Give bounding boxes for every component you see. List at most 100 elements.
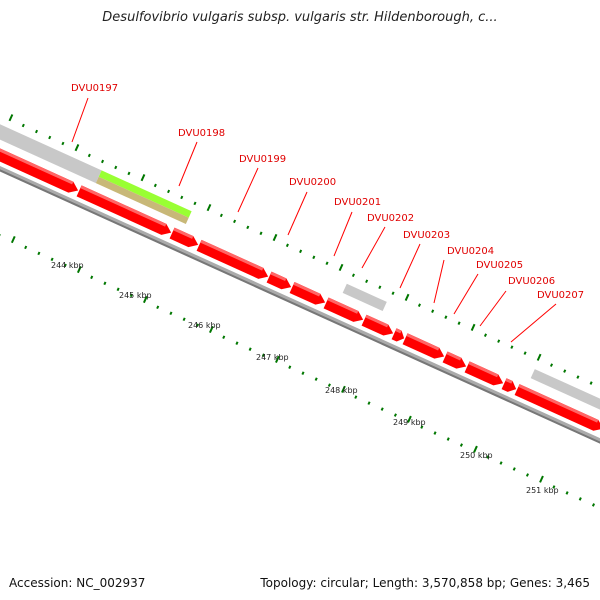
tick-mark xyxy=(103,281,107,286)
tick-mark xyxy=(233,219,237,224)
tick-mark xyxy=(393,413,397,417)
gene-arrow[interactable] xyxy=(266,271,294,293)
position-label: 247 kbp xyxy=(256,353,289,362)
highlighted-feature-shadow[interactable] xyxy=(95,176,189,224)
tick-mark xyxy=(101,159,105,164)
tick-mark xyxy=(433,431,437,435)
tick-mark xyxy=(87,153,91,158)
gene-label[interactable]: DVU0200 xyxy=(289,177,337,188)
tick-mark xyxy=(140,174,146,182)
tick-mark xyxy=(153,183,157,188)
tick-mark xyxy=(76,265,82,274)
tick-mark xyxy=(63,263,67,268)
tick-mark xyxy=(444,315,448,319)
label-leader-line xyxy=(178,141,198,187)
accession-text: Accession: NC_002937 xyxy=(9,576,146,590)
gene-arrow[interactable] xyxy=(514,384,600,434)
tick-mark xyxy=(552,485,556,489)
tick-mark xyxy=(301,371,305,375)
gene-arrow[interactable] xyxy=(464,361,506,388)
tick-mark xyxy=(591,503,596,507)
tick-mark xyxy=(497,339,501,343)
gene-label[interactable]: DVU0201 xyxy=(334,197,382,208)
tick-mark xyxy=(420,425,424,429)
tick-mark xyxy=(431,309,435,313)
gene-arrow[interactable] xyxy=(169,227,201,251)
tick-mark xyxy=(486,455,490,459)
tick-mark xyxy=(167,189,171,194)
gene-arrow[interactable] xyxy=(196,239,271,282)
gene-label[interactable]: DVU0207 xyxy=(537,290,585,301)
tick-mark xyxy=(589,381,593,385)
label-leader-line xyxy=(361,226,386,269)
label-leader-line xyxy=(433,259,445,304)
tick-mark xyxy=(129,293,133,298)
tick-mark xyxy=(21,123,25,128)
tick-mark xyxy=(288,365,292,369)
label-leader-line xyxy=(71,97,89,143)
gene-label[interactable]: DVU0205 xyxy=(476,260,524,271)
tick-mark xyxy=(235,341,239,345)
gene-label[interactable]: DVU0203 xyxy=(403,230,451,241)
tick-mark xyxy=(219,213,223,218)
label-leader-line xyxy=(333,211,353,257)
tick-mark xyxy=(0,233,1,238)
tick-mark xyxy=(512,467,516,471)
tick-mark xyxy=(446,437,450,441)
tick-mark xyxy=(259,231,263,236)
position-label: 251 kbp xyxy=(526,486,559,495)
tick-mark xyxy=(459,443,463,447)
tick-mark xyxy=(457,321,461,325)
label-leader-line xyxy=(287,191,308,236)
gene-arrow[interactable] xyxy=(442,351,469,371)
tick-mark xyxy=(473,445,478,453)
feature-block[interactable] xyxy=(530,369,600,415)
tick-mark xyxy=(351,273,355,278)
tick-mark xyxy=(549,363,554,367)
tick-mark xyxy=(127,171,131,176)
label-leader-line xyxy=(510,303,557,343)
tick-mark xyxy=(24,245,28,250)
gene-arrow[interactable] xyxy=(0,133,81,196)
feature-block[interactable] xyxy=(0,113,102,184)
position-label: 248 kbp xyxy=(325,386,358,395)
tick-mark xyxy=(222,335,226,340)
gene-label[interactable]: DVU0202 xyxy=(367,213,415,224)
gene-label[interactable]: DVU0199 xyxy=(239,154,287,165)
tick-mark xyxy=(61,141,65,146)
gene-label[interactable]: DVU0198 xyxy=(178,128,226,139)
tick-mark xyxy=(74,144,80,152)
gene-label[interactable]: DVU0197 xyxy=(71,83,119,94)
feature-block[interactable] xyxy=(342,283,387,312)
tick-mark xyxy=(114,165,118,170)
gene-arrow[interactable] xyxy=(361,314,396,339)
tick-mark xyxy=(378,285,382,290)
tick-mark xyxy=(470,323,476,331)
tick-mark xyxy=(578,497,582,501)
label-leader-line xyxy=(399,243,421,289)
label-leader-line xyxy=(479,290,507,327)
tick-mark xyxy=(8,114,14,122)
gene-arrow[interactable] xyxy=(289,282,328,308)
tick-mark xyxy=(510,345,514,349)
tick-mark xyxy=(338,263,344,272)
position-label: 246 kbp xyxy=(188,321,221,330)
tick-mark xyxy=(404,293,410,302)
gene-label[interactable]: DVU0206 xyxy=(508,276,556,287)
tick-mark xyxy=(525,473,529,477)
highlighted-feature[interactable] xyxy=(98,170,192,218)
tick-mark xyxy=(37,251,41,256)
tick-mark xyxy=(209,325,214,334)
tick-mark xyxy=(116,287,120,292)
tick-mark xyxy=(169,311,173,316)
gene-arrow[interactable] xyxy=(76,185,174,238)
tick-mark xyxy=(275,355,280,363)
gene-arrow[interactable] xyxy=(501,378,519,394)
gene-label[interactable]: DVU0204 xyxy=(447,246,495,257)
gene-arrow[interactable] xyxy=(323,297,366,325)
tick-mark xyxy=(314,377,318,381)
tick-mark xyxy=(195,323,199,328)
gene-arrow[interactable] xyxy=(402,333,447,362)
